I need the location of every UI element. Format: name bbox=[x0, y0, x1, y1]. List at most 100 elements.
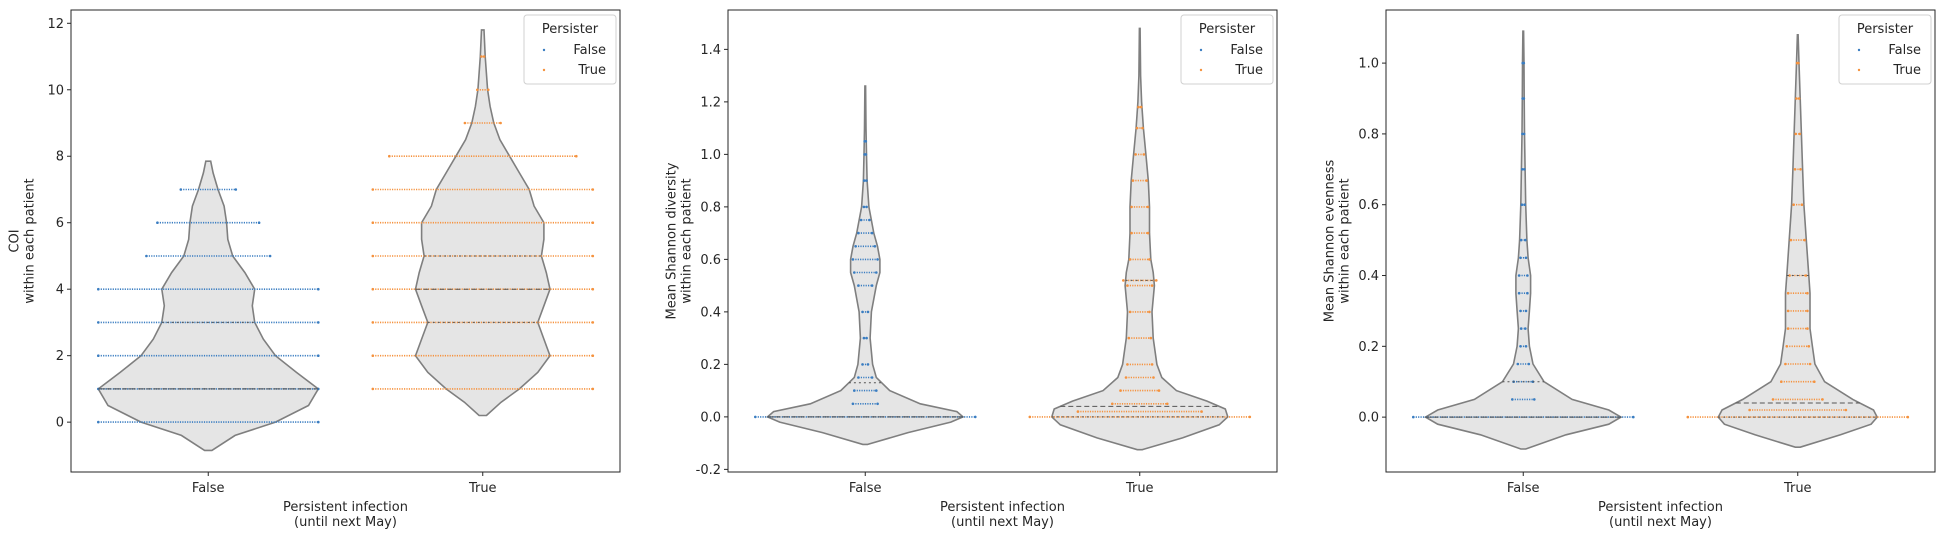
swarm-point-false-12-left bbox=[1520, 168, 1524, 171]
legend-box bbox=[523, 14, 617, 85]
x-axis-label: (until next May) bbox=[294, 515, 397, 530]
y-tick-label: 2 bbox=[56, 349, 64, 364]
y-tick-label: 0.8 bbox=[1358, 127, 1379, 142]
swarm-point-false-12-left bbox=[859, 218, 863, 222]
legend: Persister False True bbox=[1838, 14, 1932, 85]
swarm-point-false-8-left bbox=[853, 271, 856, 274]
swarm-point-false-2-left bbox=[853, 389, 856, 392]
swarm-point-false-15-right bbox=[1522, 61, 1526, 65]
swarm-point-false-9-right bbox=[1524, 256, 1528, 260]
swarm-point-true-26-right bbox=[1803, 238, 1806, 242]
y-tick-label: 1.2 bbox=[700, 95, 721, 110]
y-tick-label: 0.4 bbox=[700, 305, 721, 320]
swarm-point-true-17-right bbox=[487, 88, 490, 92]
y-tick-label: 12 bbox=[47, 17, 64, 32]
swarm-point-true-28-left bbox=[1793, 168, 1797, 171]
swarm-point-true-11-left bbox=[371, 287, 375, 291]
swarm-point-true-18-left bbox=[1771, 398, 1775, 401]
legend: Persister False True bbox=[523, 14, 617, 85]
swarm-point-false-7-left bbox=[857, 284, 860, 287]
swarm-point-true-16-left bbox=[1686, 415, 1690, 419]
swarm-point-false-6-right bbox=[257, 221, 261, 224]
legend-box bbox=[1838, 14, 1932, 85]
y-axis-label: within each patient bbox=[680, 178, 695, 303]
swarm-point-true-21-left bbox=[1124, 376, 1128, 379]
swarm-point-true-16-right bbox=[499, 121, 502, 125]
swarm-point-true-19-right bbox=[1166, 402, 1169, 406]
swarm-point-true-29-right bbox=[1798, 132, 1802, 136]
swarm-point-true-27-left bbox=[1128, 258, 1132, 261]
swarm-point-true-22-left bbox=[1126, 363, 1129, 366]
swarm-point-false-4-right bbox=[1524, 345, 1528, 348]
y-axis-label: Mean Shannon evenness bbox=[1323, 160, 1338, 323]
violin-false bbox=[97, 160, 320, 452]
legend-label-false: False bbox=[1230, 43, 1263, 58]
swarm-point-true-23-left bbox=[1786, 309, 1790, 313]
violin-true bbox=[414, 29, 551, 417]
legend-marker-false bbox=[1199, 48, 1203, 52]
y-axis-label: within each patient bbox=[23, 178, 38, 303]
swarm-point-true-29-left bbox=[1130, 205, 1133, 209]
x-tick-label: True bbox=[1783, 481, 1812, 496]
swarm-point-false-8-left bbox=[1517, 274, 1521, 277]
swarm-point-false-2-right bbox=[875, 389, 878, 392]
swarm-point-true-11-right bbox=[591, 287, 595, 291]
swarm-point-false-14-left bbox=[862, 179, 866, 182]
swarm-point-false-6-left bbox=[1519, 309, 1522, 313]
swarm-point-false-4-right bbox=[317, 287, 320, 291]
swarm-point-false-9-right bbox=[876, 258, 879, 261]
swarm-point-true-27-right bbox=[1800, 203, 1804, 206]
swarm-point-true-8-left bbox=[371, 387, 375, 391]
swarm-point-false-3-left bbox=[97, 321, 100, 324]
swarm-point-false-6-left bbox=[156, 221, 159, 224]
swarm-point-false-16-right bbox=[864, 140, 868, 143]
swarm-point-false-5-right bbox=[1524, 327, 1527, 330]
swarm-point-true-13-left bbox=[371, 221, 375, 224]
swarm-point-false-0-right bbox=[317, 420, 320, 424]
swarm-point-true-26-left bbox=[1122, 279, 1125, 282]
legend-marker-true bbox=[1199, 68, 1203, 72]
y-tick-label: 0.4 bbox=[1358, 269, 1379, 284]
swarm-point-false-3-right bbox=[317, 321, 320, 324]
swarm-point-false-14-right bbox=[1522, 97, 1526, 100]
swarm-point-true-12-left bbox=[371, 254, 375, 258]
swarm-point-true-20-left bbox=[1119, 389, 1122, 392]
swarm-point-true-17-right bbox=[1844, 408, 1848, 412]
swarm-point-true-17-left bbox=[476, 88, 479, 92]
swarm-point-true-30-right bbox=[1145, 179, 1148, 182]
x-axis-label: Persistent infection bbox=[940, 500, 1065, 515]
violin-false bbox=[766, 85, 965, 446]
swarm-point-true-26-right bbox=[1155, 279, 1158, 282]
swarm-point-true-19-right bbox=[1813, 380, 1816, 384]
swarm-point-false-10-left bbox=[854, 245, 857, 248]
x-axis-label: (until next May) bbox=[1609, 515, 1712, 530]
swarm-point-true-24-left bbox=[1786, 291, 1790, 295]
swarm-point-true-18-right bbox=[1200, 410, 1203, 413]
swarm-point-false-2-left bbox=[97, 354, 100, 358]
swarm-point-false-10-right bbox=[873, 245, 877, 248]
swarm-point-true-24-right bbox=[1148, 310, 1151, 314]
swarm-point-true-25-right bbox=[1150, 284, 1154, 287]
swarm-point-false-11-left bbox=[857, 231, 860, 235]
legend-title: Persister bbox=[1199, 22, 1256, 37]
plot-frame bbox=[727, 9, 1278, 473]
swarm-point-true-28-left bbox=[1130, 231, 1133, 235]
swarm-point-false-12-right bbox=[1523, 168, 1526, 171]
y-tick-label: 10 bbox=[47, 83, 64, 98]
swarm-point-false-13-right bbox=[1522, 132, 1526, 136]
swarm-point-true-23-left bbox=[1127, 336, 1131, 340]
swarm-point-true-20-right bbox=[1808, 362, 1812, 366]
legend-label-true: True bbox=[1234, 63, 1263, 78]
swarm-point-false-6-right bbox=[1524, 309, 1528, 313]
y-tick-label: 0.2 bbox=[700, 358, 721, 373]
swarm-point-false-13-right bbox=[865, 205, 868, 209]
swarm-point-true-15-left bbox=[388, 154, 391, 158]
swarm-point-true-27-left bbox=[1792, 203, 1795, 206]
swarm-point-true-19-left bbox=[1111, 402, 1114, 406]
y-tick-label: 1.0 bbox=[1358, 57, 1379, 72]
swarm-point-true-18-left bbox=[1076, 410, 1080, 413]
swarm-point-true-26-left bbox=[1789, 238, 1793, 242]
x-axis-label: Persistent infection bbox=[1598, 500, 1723, 515]
legend-label-true: True bbox=[1892, 63, 1921, 78]
y-tick-label: 6 bbox=[56, 216, 64, 231]
